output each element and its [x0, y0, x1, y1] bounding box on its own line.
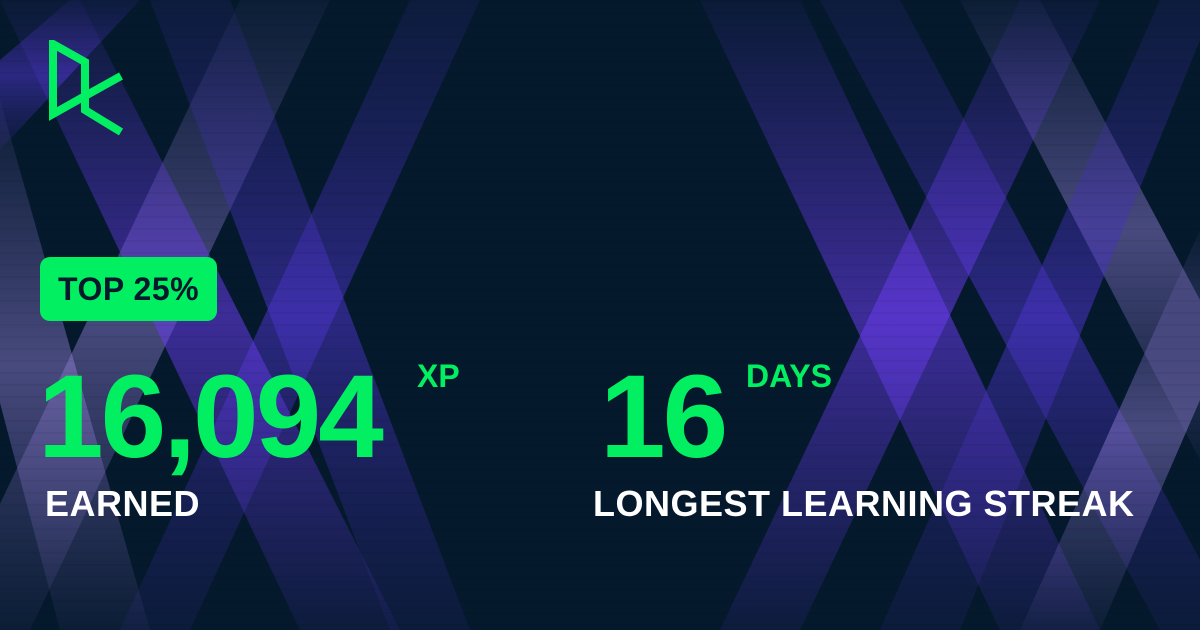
- band-right-5: [880, 0, 1200, 630]
- band-left-6: [0, 100, 150, 630]
- streak-value: 16: [600, 351, 728, 483]
- top-percentile-badge: TOP 25%: [40, 257, 218, 321]
- band-left-5: [150, 0, 470, 630]
- badge-label: TOP 25%: [58, 270, 200, 307]
- streak-caption: LONGEST LEARNING STREAK: [593, 483, 1135, 524]
- band-right-4: [720, 0, 1100, 630]
- xp-unit: XP: [417, 358, 460, 394]
- xp-value: 16,094: [38, 351, 384, 483]
- xp-caption: EARNED: [45, 483, 201, 524]
- band-right-6: [1020, 230, 1200, 630]
- streak-unit: DAYS: [746, 358, 832, 394]
- datacamp-logo-icon: [49, 40, 124, 136]
